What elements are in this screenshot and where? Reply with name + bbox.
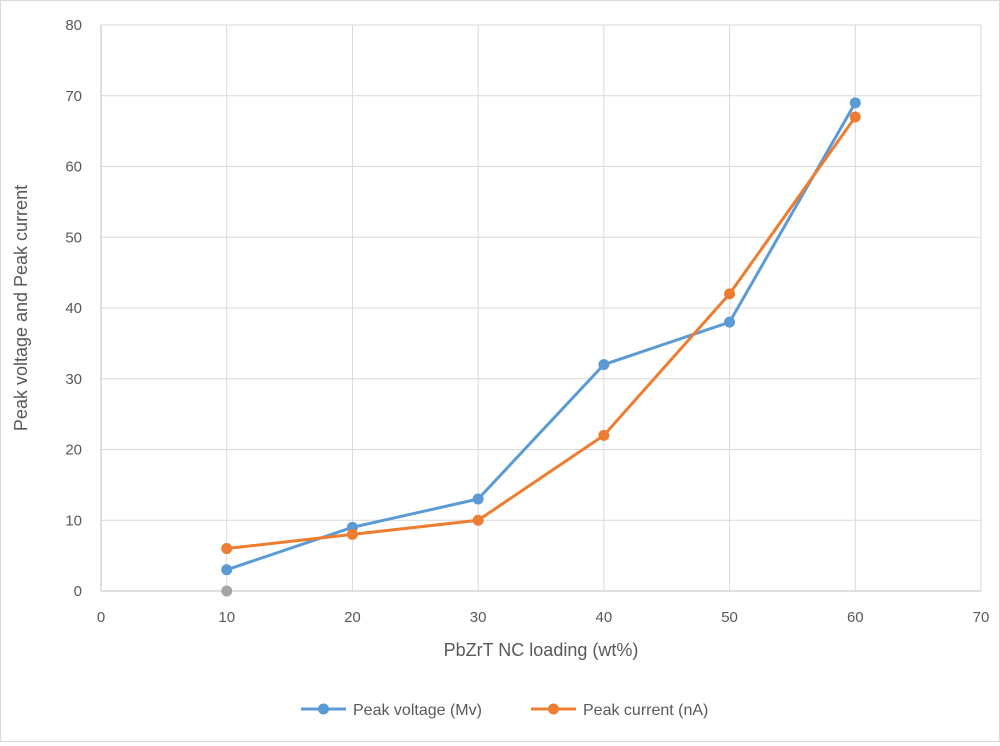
- grid-lines: [101, 25, 981, 591]
- data-point: [221, 543, 232, 554]
- y-axis-title: Peak voltage and Peak current: [11, 185, 31, 431]
- data-point: [473, 494, 484, 505]
- x-tick-label: 40: [596, 609, 613, 626]
- y-tick-label: 30: [65, 371, 82, 388]
- data-point: [850, 97, 861, 108]
- y-tick-label: 60: [65, 159, 82, 176]
- data-point: [221, 564, 232, 575]
- x-tick-label: 10: [218, 609, 235, 626]
- y-axis-ticks: 0 10 20 30 40 50 60 70 80: [65, 17, 82, 600]
- y-tick-label: 50: [65, 229, 82, 246]
- y-tick-label: 20: [65, 442, 82, 459]
- data-point: [724, 317, 735, 328]
- legend-label: Peak voltage (Mv): [353, 702, 482, 719]
- chart-frame: 0 10 20 30 40 50 60 70 80 0 10 20 30 40 50 60 70 PbZrT …: [0, 0, 1000, 742]
- x-tick-label: 70: [973, 609, 990, 626]
- y-tick-label: 80: [65, 17, 82, 34]
- y-tick-label: 70: [65, 88, 82, 105]
- series-group: [221, 97, 861, 575]
- series-group: [221, 586, 232, 597]
- y-tick-label: 0: [74, 583, 82, 600]
- legend-item: Peak current (nA): [531, 702, 708, 719]
- legend-label: Peak current (nA): [583, 702, 708, 719]
- data-point: [850, 111, 861, 122]
- legend: Peak voltage (Mv) Peak current (nA): [301, 702, 708, 719]
- data-point: [598, 430, 609, 441]
- line-chart: 0 10 20 30 40 50 60 70 80 0 10 20 30 40 50 60 70 PbZrT …: [1, 1, 999, 741]
- x-tick-label: 20: [344, 609, 361, 626]
- x-tick-label: 0: [97, 609, 105, 626]
- x-axis-title: PbZrT NC loading (wt%): [444, 640, 639, 660]
- series-layer: [221, 97, 861, 596]
- x-tick-label: 50: [721, 609, 738, 626]
- data-point: [473, 515, 484, 526]
- data-point: [347, 529, 358, 540]
- data-point: [598, 359, 609, 370]
- x-axis-ticks: 0 10 20 30 40 50 60 70: [97, 609, 990, 626]
- legend-swatch-marker: [548, 704, 559, 715]
- series-line: [227, 117, 856, 549]
- series-group: [221, 111, 861, 554]
- y-tick-label: 40: [65, 300, 82, 317]
- y-tick-label: 10: [65, 512, 82, 529]
- x-tick-label: 60: [847, 609, 864, 626]
- data-point: [221, 586, 232, 597]
- legend-item: Peak voltage (Mv): [301, 702, 482, 719]
- series-line: [227, 103, 856, 570]
- data-point: [724, 288, 735, 299]
- legend-swatch-marker: [318, 704, 329, 715]
- x-tick-label: 30: [470, 609, 487, 626]
